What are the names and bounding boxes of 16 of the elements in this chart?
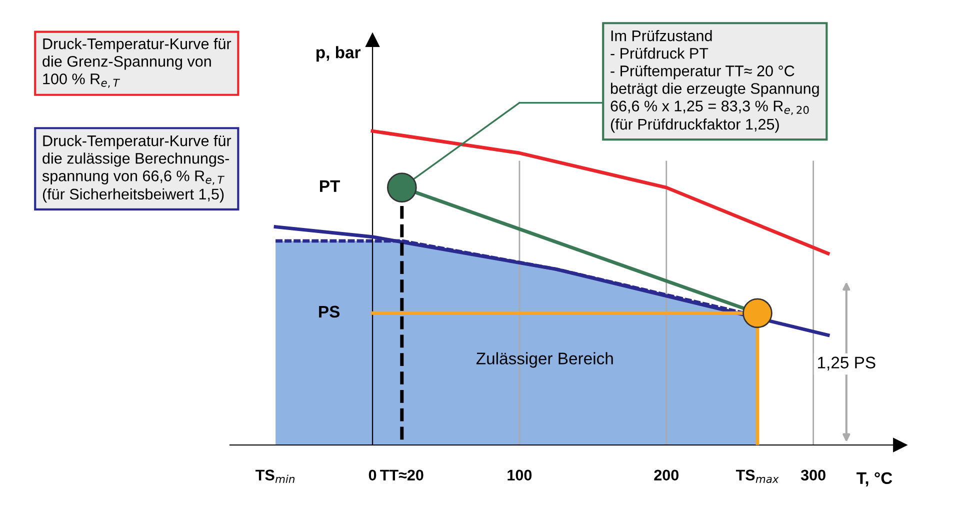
annotation: 1,25 PS (818, 356, 876, 370)
y-axis-title: p, bar (316, 46, 361, 62)
annotation: PS (319, 306, 340, 318)
annotation: Im Prüfzustand - Prüfdruck PT - Prüftemperatur TT≈ 20 °C beträgt die erzeugte Spannung 66,6 % x 1,25 = 83,3 % R$_{e,20}$ (für Prüfdruckfaktor 1,25) (610, 30, 819, 133)
annotation: Druck-Temperatur-Kurve für die zulässige Berechnungs- spannung von 66,6 % R$_{e,T}$ (für Sicherheitsbeiwert 1,5) (42, 135, 232, 203)
annotation: PT (320, 180, 340, 192)
x-tick-label: TT≈20 (380, 470, 424, 481)
annotation: Zulässiger Bereich (476, 352, 613, 368)
x-tick-label: 200 (654, 470, 678, 481)
x-tick-label: 0 (368, 470, 376, 481)
x-tick-label: 300 (800, 470, 826, 481)
x-tick-label: 100 (508, 470, 532, 481)
text: Druck-Temperatur-Kurve für die Grenz-Spannung von 100 % R$_{e,T}$ (42, 38, 232, 88)
x-tick-label: TS$_{min}$ (256, 470, 294, 483)
x-tick-label: TS$_{max}$ (736, 470, 779, 484)
x-axis-title: T, °C (856, 472, 892, 486)
